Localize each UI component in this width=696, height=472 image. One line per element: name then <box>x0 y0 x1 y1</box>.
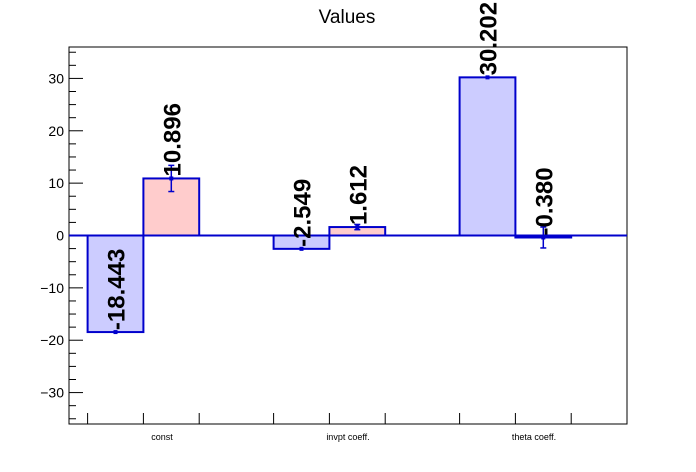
chart-title: Values <box>319 7 376 28</box>
x-category-label: theta coeff. <box>512 432 556 442</box>
data-labels: -18.443 -2.549 30.202 10.896 1.612 -0.380 <box>104 2 559 330</box>
y-tick-label: 0 <box>56 228 64 244</box>
marker <box>485 75 490 80</box>
data-label: -0.380 <box>531 167 558 235</box>
data-label: -18.443 <box>104 249 131 330</box>
data-label: 30.202 <box>476 2 503 75</box>
marker <box>299 246 304 251</box>
y-tick-label: −30 <box>40 385 64 401</box>
data-label: -2.549 <box>290 179 317 247</box>
y-tick-label: 10 <box>48 175 64 191</box>
marker <box>355 225 360 230</box>
marker <box>113 330 118 335</box>
bar <box>458 76 517 237</box>
marker <box>169 176 174 181</box>
marker <box>541 235 546 240</box>
x-category-label: invpt coeff. <box>326 432 369 442</box>
x-category-label: const <box>151 432 173 442</box>
y-tick-label: 30 <box>48 70 64 86</box>
data-label: 1.612 <box>345 165 372 225</box>
bars <box>69 75 627 335</box>
y-axis: −30 −20 −10 0 10 20 30 <box>40 51 83 420</box>
y-tick-label: −20 <box>40 332 64 348</box>
y-tick-label: −10 <box>40 280 64 296</box>
data-label: 10.896 <box>159 103 186 176</box>
x-axis: const invpt coeff. theta coeff. <box>87 413 572 442</box>
y-tick-label: 20 <box>48 123 64 139</box>
